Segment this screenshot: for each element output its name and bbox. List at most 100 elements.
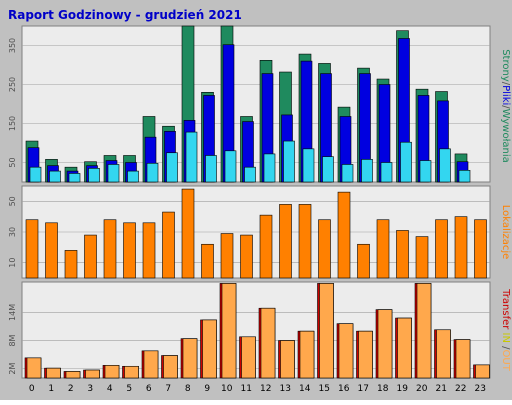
y-tick-label: 150 (8, 116, 17, 131)
bar-transfer-out (241, 336, 256, 379)
panel-lokalizacje: 10 30 50 (8, 185, 491, 279)
legend-part: / (500, 105, 511, 109)
bar-transfer-out (46, 367, 61, 379)
bar-wywolania (224, 150, 237, 183)
bar-lokalizacje (220, 233, 234, 279)
bar-wywolania (322, 156, 334, 183)
x-tick-label: 9 (204, 384, 210, 394)
x-axis-hour-labels: 0 1 2 3 4 5 6 7 8 9 10 11 12 13 14 15 16 17 18 19 20 21 22 23 (29, 384, 486, 394)
legend-part: Lokalizacje (500, 205, 511, 260)
y-tick-label: 50 (8, 157, 17, 167)
x-tick-label: 18 (377, 384, 389, 394)
bar-transfer-out (319, 283, 334, 379)
x-tick-label: 12 (260, 384, 271, 394)
x-tick-label: 13 (280, 384, 291, 394)
bar-wywolania (68, 173, 81, 183)
x-tick-label: 22 (455, 384, 466, 394)
bar-wywolania (166, 152, 178, 183)
bar-transfer-out (65, 371, 81, 379)
bar-wywolania (244, 166, 256, 183)
bar-wywolania (263, 153, 276, 183)
bar-wywolania (127, 170, 139, 183)
bar-transfer-out (182, 338, 198, 379)
x-tick-label: 6 (146, 384, 152, 394)
bar-lokalizacje (64, 250, 78, 279)
bar-lokalizacje (142, 222, 156, 279)
plot-area (21, 25, 491, 183)
chart-title: Raport Godzinowy - grudzień 2021 (8, 8, 242, 22)
y-tick-label: 250 (8, 77, 17, 92)
y-tick-label: 2M (8, 363, 17, 375)
bar-wywolania (185, 131, 198, 183)
legend-part: Pliki (500, 85, 511, 105)
bar-lokalizacje (415, 236, 429, 279)
y-tick-label: 30 (8, 227, 17, 237)
x-tick-label: 0 (29, 384, 35, 394)
legend-part: OUT (500, 350, 511, 372)
x-tick-label: 4 (107, 384, 113, 394)
bar-transfer-out (436, 329, 451, 379)
y-tick-label: 14M (8, 304, 17, 321)
bar-lokalizacje (396, 230, 409, 279)
bar-transfer-out (338, 323, 354, 379)
plot-area (21, 281, 491, 379)
x-tick-label: 3 (87, 384, 93, 394)
y-tick-label: 50 (8, 196, 17, 206)
bar-lokalizacje (318, 219, 331, 279)
bar-transfer-out (358, 330, 373, 379)
legend-part: / (500, 346, 511, 350)
panel-strony-pliki-wywolania: 50 150 250 350 (8, 25, 491, 183)
x-tick-label: 14 (299, 384, 311, 394)
bar-wywolania (49, 170, 61, 183)
bar-lokalizacje (279, 204, 292, 279)
bar-wywolania (146, 162, 159, 183)
bar-transfer-out (299, 330, 315, 379)
bar-transfer-out (163, 355, 178, 379)
bar-wywolania (283, 140, 295, 183)
bar-lokalizacje (376, 219, 390, 279)
x-tick-label: 11 (241, 384, 252, 394)
bar-transfer-out (26, 357, 42, 379)
bar-lokalizacje (25, 219, 39, 279)
bar-transfer-out (143, 350, 159, 379)
bar-wywolania (380, 162, 393, 183)
bar-wywolania (302, 148, 315, 183)
legend-strony-pliki-wywolania: Strony/Pliki/Wywołania (500, 49, 511, 163)
bar-transfer-out (280, 340, 295, 379)
bar-transfer-out (85, 369, 100, 379)
bar-lokalizacje (357, 243, 370, 279)
bar-transfer-out (455, 339, 471, 379)
bar-lokalizacje (181, 188, 195, 279)
bar-lokalizacje (435, 219, 448, 279)
legend-part: IN (500, 329, 511, 346)
y-tick-label: 10 (8, 258, 17, 268)
bar-lokalizacje (201, 243, 214, 279)
bar-lokalizacje (103, 219, 117, 279)
bar-transfer-out (221, 283, 237, 379)
legend-part: Strony (500, 49, 511, 82)
bar-wywolania (419, 160, 432, 183)
bar-transfer-out (377, 309, 393, 379)
legend-transfer: Transfer IN /OUT (500, 288, 511, 372)
bar-lokalizacje (45, 222, 58, 279)
y-tick-label: 350 (8, 38, 17, 53)
x-tick-label: 19 (397, 384, 409, 394)
bar-lokalizacje (240, 234, 253, 279)
bar-lokalizacje (298, 204, 312, 279)
bar-wywolania (341, 164, 354, 183)
bar-lokalizacje (337, 191, 351, 279)
bar-lokalizacje (454, 216, 468, 279)
bar-lokalizacje (162, 211, 175, 279)
x-tick-label: 5 (126, 384, 132, 394)
panel-transfer: 2M 8M 14M (8, 281, 491, 379)
bar-wywolania (107, 164, 120, 183)
bar-lokalizacje (474, 219, 487, 279)
x-tick-label: 17 (358, 384, 369, 394)
bar-transfer-out (416, 283, 432, 379)
bar-wywolania (458, 170, 471, 183)
bar-lokalizacje (259, 214, 273, 279)
x-tick-label: 15 (319, 384, 330, 394)
x-tick-label: 1 (48, 384, 54, 394)
